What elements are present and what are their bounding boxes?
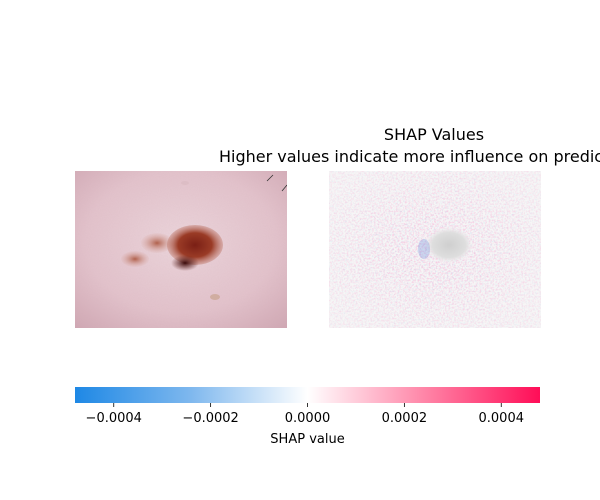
- colorbar-tick-label: 0.0004: [479, 411, 525, 426]
- shap-overlay-image: [329, 171, 541, 328]
- colorbar-label: SHAP value: [270, 432, 344, 447]
- plot-subtitle: Higher values indicate more influence on…: [219, 147, 600, 166]
- colorbar-gradient: [75, 387, 540, 403]
- colorbar-tick-label: 0.0002: [382, 411, 428, 426]
- input-image-panel: [75, 171, 287, 328]
- colorbar-tick-label: 0.0000: [285, 411, 331, 426]
- plot-title: SHAP Values: [383, 125, 485, 144]
- colorbar-tick-label: −0.0002: [182, 411, 238, 426]
- colorbar-ticks: −0.0004 −0.0002 0.0000 0.0002 0.0004: [86, 403, 524, 426]
- colorbar-tick-label: −0.0004: [86, 411, 142, 426]
- skin-lesion-image: [75, 171, 287, 328]
- shap-overlay-panel: [329, 171, 541, 328]
